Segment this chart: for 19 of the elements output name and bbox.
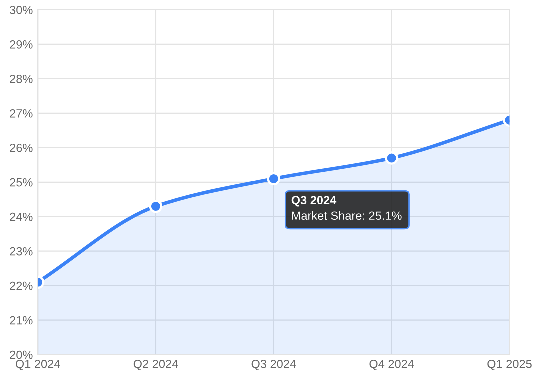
x-tick-label: Q1 2024: [16, 360, 60, 370]
x-tick-label: Q1 2025: [488, 360, 532, 370]
x-tick-label: Q3 2024: [252, 360, 296, 370]
y-tick-label: 20%: [10, 350, 33, 360]
point: [267, 172, 280, 186]
y-tick-label: 30%: [10, 6, 33, 14]
y-tick-label: 21%: [10, 316, 33, 325]
y-tick-label: 29%: [10, 40, 33, 49]
y-tick-label: 27%: [10, 109, 33, 118]
annotation: Q3 2024: [292, 196, 337, 207]
y-tick-label: 23%: [10, 247, 33, 256]
y-tick-label: 22%: [10, 282, 33, 290]
y-tick-label: 24%: [10, 212, 33, 222]
y-tick-label: 25%: [10, 178, 33, 187]
annotation: Market Share: 25.1%: [292, 211, 402, 220]
y-tick-label: 26%: [10, 144, 33, 152]
x-tick-label: Q2 2024: [134, 360, 178, 370]
y-tick-label: 28%: [10, 74, 33, 84]
x-tick-label: Q4 2024: [370, 360, 414, 370]
